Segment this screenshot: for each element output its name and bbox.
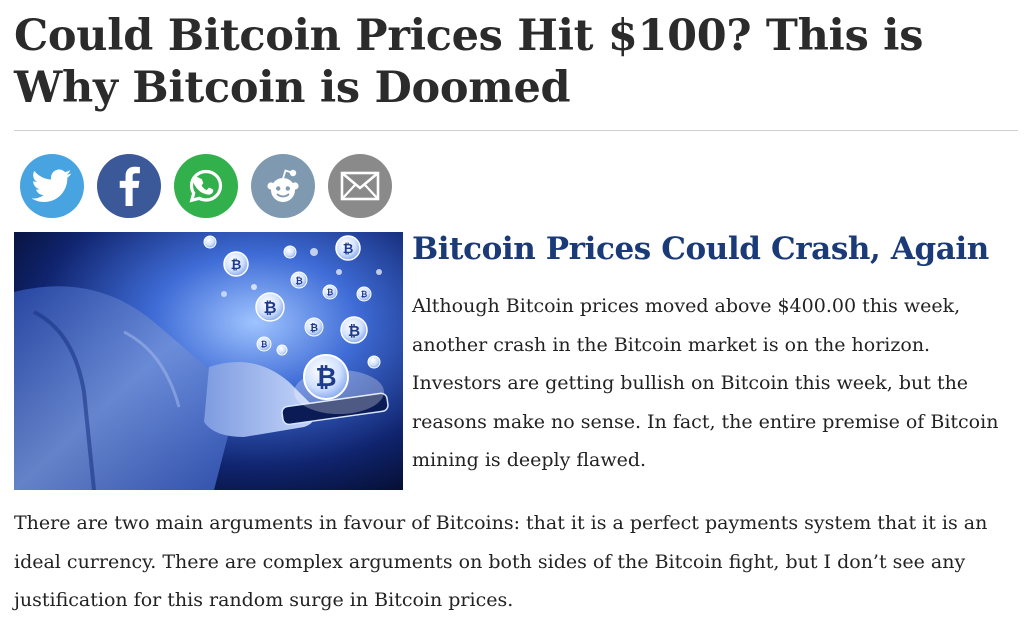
share-reddit-button[interactable] xyxy=(251,154,315,218)
svg-text:₿: ₿ xyxy=(348,322,360,340)
twitter-icon xyxy=(32,169,72,202)
article-subhead: Bitcoin Prices Could Crash, Again xyxy=(412,231,989,267)
svg-text:₿: ₿ xyxy=(315,363,336,393)
svg-text:₿: ₿ xyxy=(327,288,334,297)
svg-text:₿: ₿ xyxy=(231,258,242,273)
svg-text:₿: ₿ xyxy=(310,322,318,334)
whatsapp-icon xyxy=(189,169,223,203)
reddit-icon xyxy=(267,169,299,202)
svg-text:₿: ₿ xyxy=(261,340,268,349)
email-icon xyxy=(340,171,380,201)
svg-text:₿: ₿ xyxy=(343,242,354,257)
share-whatsapp-button[interactable] xyxy=(174,154,238,218)
share-twitter-button[interactable] xyxy=(20,154,84,218)
svg-text:₿: ₿ xyxy=(263,298,276,317)
article-hero-image: ₿ ₿ ₿ ₿ ₿ ₿ ₿ ₿ ₿ ₿ xyxy=(14,232,403,490)
article-body-paragraph: There are two main arguments in favour o… xyxy=(14,512,988,611)
article-headline: Could Bitcoin Prices Hit $100? This is W… xyxy=(14,11,924,113)
bitcoin-icon: ₿ ₿ ₿ ₿ ₿ ₿ ₿ ₿ ₿ ₿ xyxy=(203,235,382,400)
article-intro-paragraph: Although Bitcoin prices moved above $400… xyxy=(412,295,999,471)
share-bar xyxy=(20,154,392,218)
facebook-icon xyxy=(119,166,140,206)
headline-divider xyxy=(14,130,1018,131)
svg-text:₿: ₿ xyxy=(295,276,302,287)
share-email-button[interactable] xyxy=(328,154,392,218)
share-facebook-button[interactable] xyxy=(97,154,161,218)
svg-text:₿: ₿ xyxy=(361,290,368,299)
